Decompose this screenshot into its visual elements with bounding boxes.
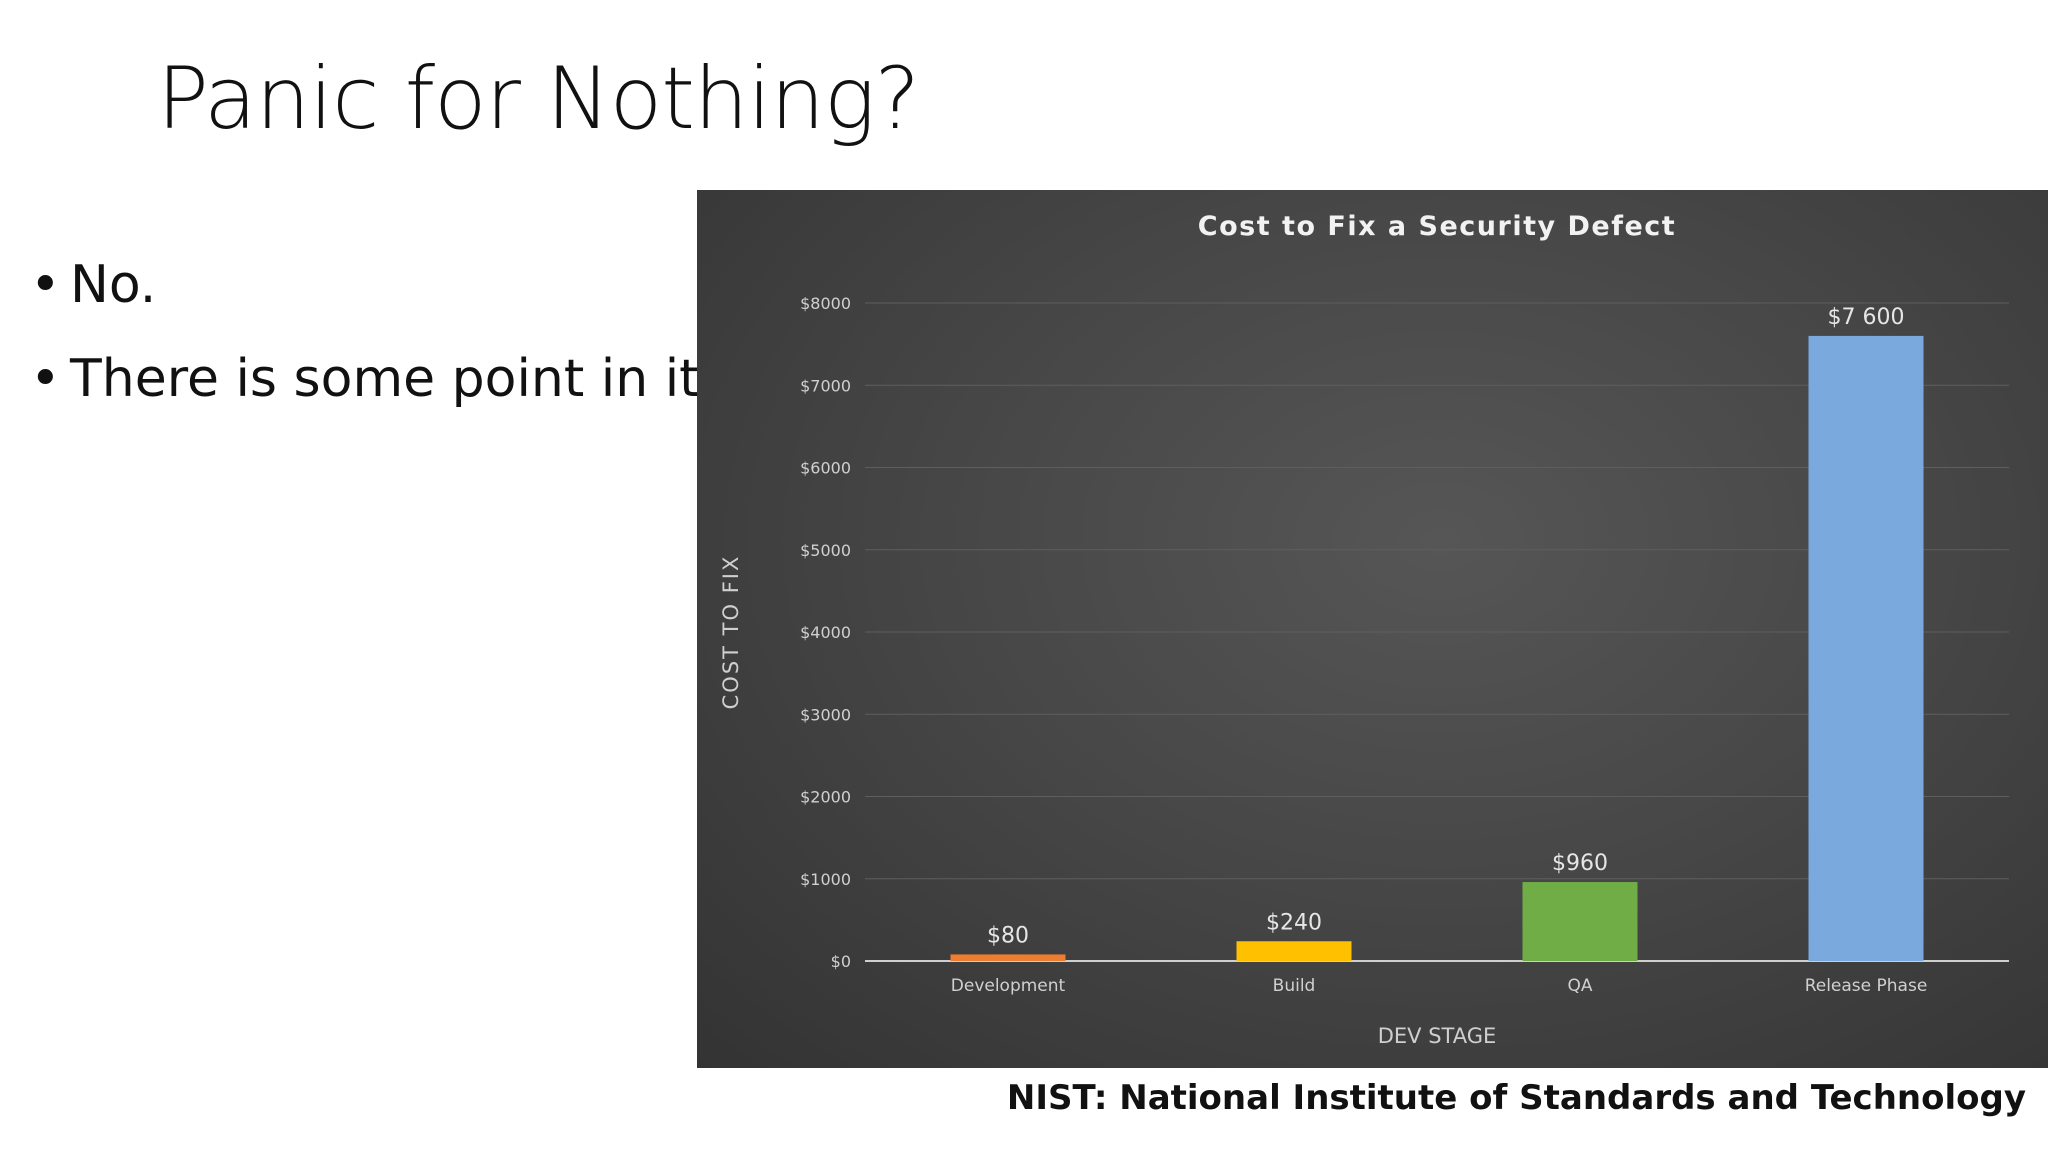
bullet-list: • No. • There is some point in it. [30, 252, 716, 439]
y-tick-label: $8000 [800, 294, 851, 313]
y-axis-label: COST TO FIX [719, 555, 743, 710]
y-tick-label: $2000 [800, 788, 851, 807]
data-label: $7 600 [1828, 305, 1905, 330]
bullet-item: • There is some point in it. [30, 346, 716, 414]
bullet-dot-icon: • [30, 348, 61, 409]
y-tick-label: $7000 [800, 376, 851, 395]
data-label: $960 [1552, 851, 1608, 876]
source-note: NIST: National Institute of Standards an… [1006, 1078, 2026, 1118]
x-tick-label: Release Phase [1805, 976, 1928, 996]
x-tick-label: QA [1567, 976, 1592, 996]
y-tick-label: $0 [831, 952, 851, 971]
bullet-item: • No. [30, 252, 716, 320]
bullet-text: No. [70, 255, 157, 315]
cost-chart: Cost to Fix a Security Defect $0 $1000 $200… [719, 211, 2009, 1048]
y-tick-label: $5000 [800, 541, 851, 560]
data-label: $80 [987, 923, 1029, 948]
data-label: $240 [1266, 910, 1322, 935]
y-tick-label: $1000 [800, 870, 851, 889]
y-tick-label: $6000 [800, 459, 851, 478]
bar [1236, 941, 1352, 961]
y-tick-label: $3000 [800, 705, 851, 724]
bullet-text: There is some point in it. [70, 348, 717, 409]
slide-title: Panic for Nothing? [157, 49, 920, 149]
y-tick-label: $4000 [800, 623, 851, 642]
bar [950, 954, 1066, 961]
chart-panel: Cost to Fix a Security Defect $0 $1000 $200… [697, 190, 2048, 1068]
bar [1522, 882, 1638, 961]
x-tick-label: Development [951, 976, 1066, 996]
bullet-dot-icon: • [30, 255, 61, 315]
bar [1808, 335, 1924, 961]
x-tick-label: Build [1273, 976, 1316, 996]
x-axis-label: DEV STAGE [1378, 1024, 1497, 1048]
chart-title: Cost to Fix a Security Defect [1198, 211, 1676, 242]
